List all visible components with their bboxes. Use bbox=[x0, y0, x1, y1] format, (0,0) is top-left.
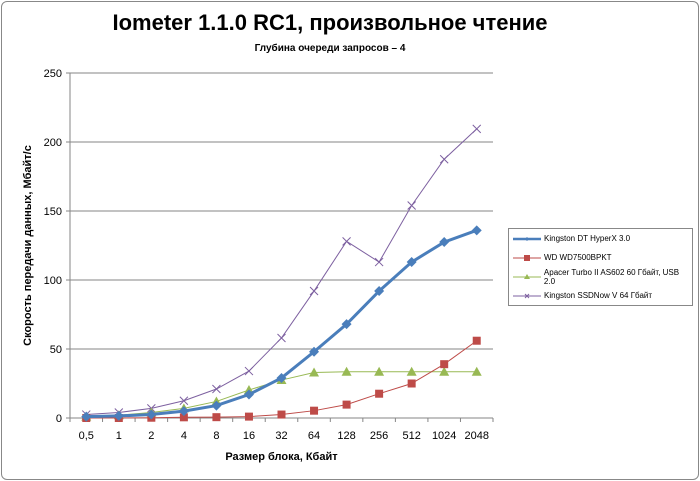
x-tick-label: 128 bbox=[337, 430, 355, 442]
data-point bbox=[374, 366, 385, 376]
chart-subtitle: Глубина очереди запросов – 4 bbox=[254, 43, 406, 54]
data-point bbox=[309, 286, 319, 296]
data-point bbox=[212, 384, 221, 394]
x-tick-label: 1024 bbox=[432, 430, 456, 442]
series-0 bbox=[81, 225, 482, 422]
data-point bbox=[211, 400, 222, 411]
data-point bbox=[406, 257, 417, 268]
data-point bbox=[341, 366, 352, 376]
x-tick-label: 2 bbox=[148, 430, 154, 442]
y-axis-label: Скорость передачи данных, Мбайт/с bbox=[22, 145, 34, 346]
x-axis-label: Размер блока, Кбайт bbox=[225, 451, 338, 463]
legend-item: WD WD7500BPKT bbox=[509, 248, 692, 267]
data-point bbox=[277, 410, 286, 419]
legend-marker bbox=[524, 293, 530, 298]
data-point bbox=[342, 237, 351, 246]
data-point bbox=[374, 286, 385, 297]
x-tick-label: 32 bbox=[275, 430, 287, 442]
data-point bbox=[439, 237, 450, 248]
x-tick-label: 256 bbox=[370, 430, 388, 442]
data-point bbox=[178, 406, 189, 417]
legend-swatch bbox=[513, 236, 541, 241]
legend: Kingston DT HyperX 3.0 WD WD7500BPKT Apace… bbox=[508, 228, 693, 306]
data-point bbox=[113, 410, 124, 421]
data-point bbox=[439, 366, 450, 376]
data-point bbox=[471, 366, 482, 376]
y-tick-label: 100 bbox=[44, 275, 62, 287]
legend-item: Apacer Turbo II AS602 60 Гбайт, USB 2.0 bbox=[509, 267, 692, 286]
legend-label: Apacer Turbo II AS602 60 Гбайт, USB 2.0 bbox=[543, 267, 680, 286]
legend-marker bbox=[525, 236, 529, 241]
data-point bbox=[244, 412, 253, 421]
data-point bbox=[212, 413, 221, 422]
y-tick-label: 150 bbox=[44, 206, 62, 218]
x-tick-label: 4 bbox=[181, 430, 187, 442]
chart-title: Iometer 1.1.0 RC1, произвольное чтение bbox=[112, 10, 548, 35]
legend-swatch bbox=[513, 273, 541, 279]
series-line bbox=[86, 228, 478, 419]
data-point bbox=[407, 201, 417, 210]
x-tick-label: 1 bbox=[116, 430, 122, 442]
legend-item: Kingston DT HyperX 3.0 bbox=[509, 229, 692, 248]
data-point bbox=[310, 406, 319, 415]
legend-label: WD WD7500BPKT bbox=[544, 253, 612, 262]
data-point bbox=[407, 379, 416, 388]
legend-label: Kingston DT HyperX 3.0 bbox=[544, 234, 631, 243]
data-point bbox=[341, 319, 352, 330]
legend-item: Kingston SSDNow V 64 Гбайт bbox=[509, 286, 692, 305]
data-point bbox=[277, 333, 286, 343]
data-point bbox=[374, 257, 384, 267]
x-tick-label: 2048 bbox=[464, 430, 488, 442]
legend-swatch bbox=[513, 254, 541, 261]
data-point bbox=[471, 225, 482, 236]
data-point bbox=[472, 336, 481, 345]
data-point bbox=[440, 360, 449, 369]
data-point bbox=[244, 366, 254, 376]
y-tick-label: 0 bbox=[56, 413, 62, 425]
data-point bbox=[342, 400, 351, 409]
legend-label: Kingston SSDNow V 64 Гбайт bbox=[544, 291, 653, 300]
y-tick-label: 200 bbox=[44, 137, 62, 149]
data-point bbox=[146, 409, 157, 420]
x-tick-label: 0,5 bbox=[79, 430, 94, 442]
x-tick-label: 512 bbox=[402, 430, 420, 442]
x-tick-label: 16 bbox=[243, 430, 255, 442]
data-point bbox=[179, 396, 189, 406]
data-point bbox=[81, 411, 92, 422]
x-tick-label: 8 bbox=[213, 430, 219, 442]
x-tick-label: 64 bbox=[308, 430, 320, 442]
legend-marker bbox=[524, 254, 530, 261]
data-point bbox=[309, 367, 320, 377]
data-point bbox=[243, 389, 254, 400]
data-point bbox=[309, 346, 320, 357]
legend-swatch bbox=[513, 293, 541, 298]
legend-marker bbox=[524, 273, 530, 279]
data-point bbox=[375, 389, 384, 398]
data-point bbox=[179, 413, 188, 422]
data-point bbox=[439, 154, 449, 164]
y-tick-label: 50 bbox=[50, 344, 62, 356]
data-point bbox=[406, 366, 417, 376]
y-tick-label: 250 bbox=[44, 68, 62, 80]
data-point bbox=[276, 372, 287, 383]
data-point bbox=[472, 124, 482, 134]
